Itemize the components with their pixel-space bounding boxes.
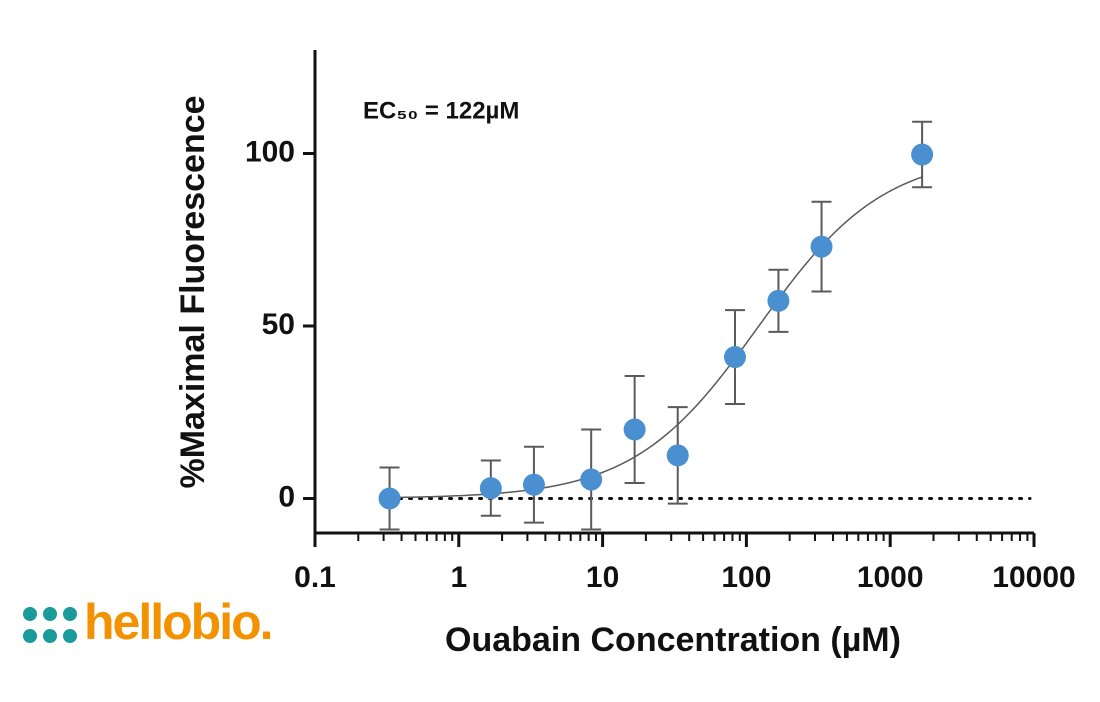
point <box>378 487 401 510</box>
point <box>810 235 833 258</box>
point <box>767 289 790 312</box>
x-tick-label: 100 <box>721 561 771 594</box>
point <box>666 444 689 467</box>
point <box>623 418 646 441</box>
y-tick-label: 50 <box>262 308 295 341</box>
y-tick-label: 0 <box>278 480 295 513</box>
x-tick-label: 0.1 <box>294 561 336 594</box>
point <box>580 468 603 491</box>
x-tick-label: 1000 <box>857 561 924 594</box>
point <box>911 143 934 166</box>
x-tick-label: 1 <box>450 561 467 594</box>
y-axis-title: %Maximal Fluorescence <box>174 95 212 488</box>
point <box>723 346 746 369</box>
y-tick-label: 100 <box>245 135 295 168</box>
x-tick-label: 10000 <box>992 561 1075 594</box>
x-tick-label: 10 <box>586 561 619 594</box>
fit-curve <box>389 176 923 499</box>
logo-dots <box>23 607 77 643</box>
logo: hellobio. <box>84 594 272 650</box>
annotation: EC₅₀ = 122µM <box>363 97 519 124</box>
point <box>522 473 545 496</box>
x-axis-title: Ouabain Concentration (µM) <box>445 621 901 659</box>
point <box>479 477 502 500</box>
